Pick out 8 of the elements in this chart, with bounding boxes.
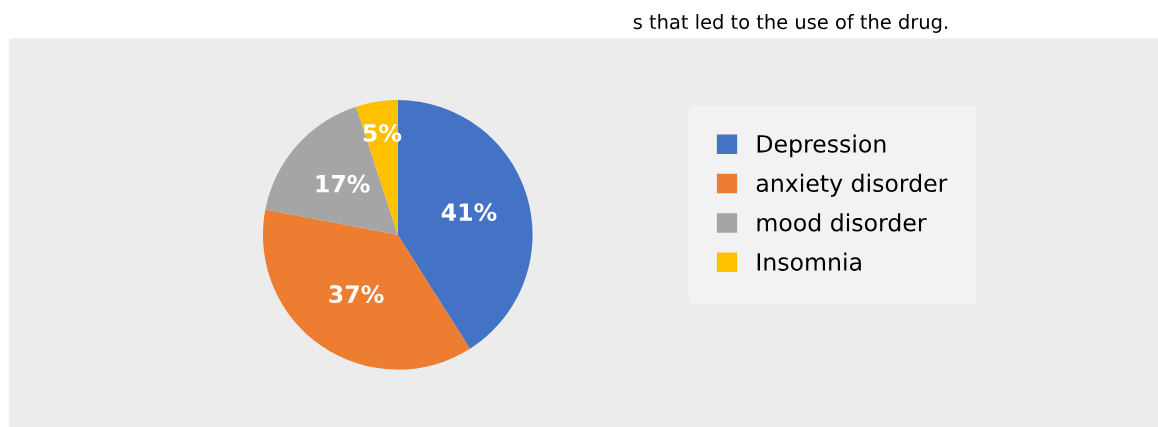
data-label: 37% [329,285,384,304]
data-label: 41% [441,203,497,222]
legend-label: Depression [757,134,886,158]
legend-label: mood disorder [757,213,927,232]
legend-label: anxiety disorder [756,173,948,197]
chart-title: s that led to the use of the drug. [633,14,948,33]
legend-label: Insomnia [757,252,861,271]
data-label: 17% [316,174,370,193]
